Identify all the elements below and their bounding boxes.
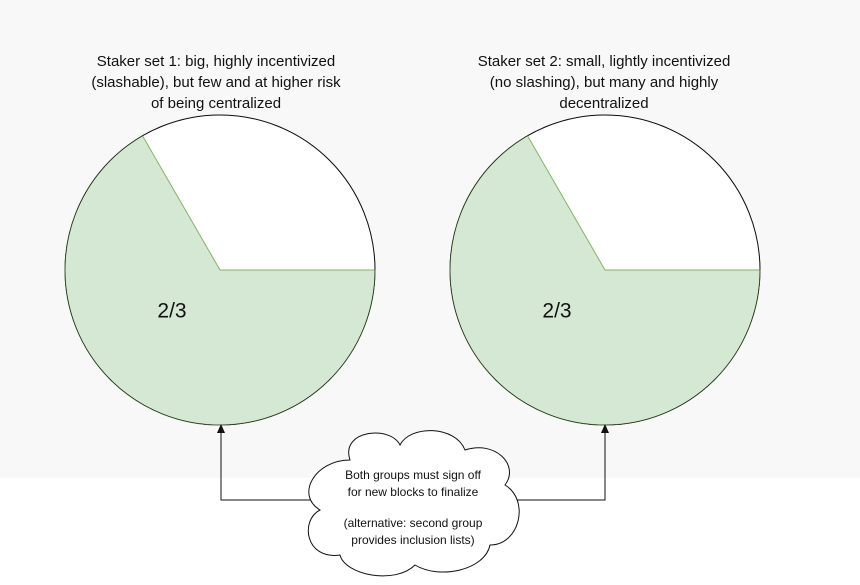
cloud-text: (alternative: second group — [344, 516, 483, 530]
cloud-text: Both groups must sign off — [345, 468, 482, 482]
cloud-text: provides inclusion lists) — [351, 533, 474, 547]
arrow — [217, 424, 320, 501]
set-title: (slashable), but few and at higher risk — [91, 74, 341, 91]
fraction-label: 2/3 — [157, 300, 186, 323]
set-title: decentralized — [559, 95, 648, 112]
cloud-text: for new blocks to finalize — [348, 485, 479, 499]
set-title: (no slashing), but many and highly — [490, 74, 719, 91]
set-title: of being centralized — [151, 95, 281, 112]
fraction-label: 2/3 — [542, 300, 571, 323]
arrow — [510, 424, 609, 501]
set-title: Staker set 1: big, highly incentivized — [97, 53, 335, 70]
set-title: Staker set 2: small, lightly incentivize… — [478, 53, 731, 70]
cloud — [307, 430, 520, 577]
